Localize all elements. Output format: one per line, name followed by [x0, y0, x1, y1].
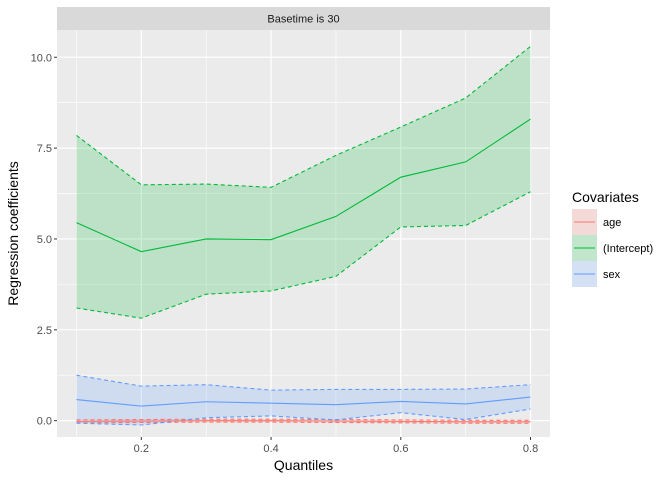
y-tick-label: 10.0 — [31, 52, 52, 64]
legend: Covariates age (Intercept) sex — [572, 189, 653, 287]
facet-strip — [57, 7, 550, 30]
y-tick-label: 7.5 — [37, 143, 52, 155]
x-axis: 0.2 0.4 0.6 0.8 — [134, 437, 538, 455]
line-intercept — [76, 118, 531, 253]
ribbon-sex — [76, 375, 531, 426]
minor-gridlines — [57, 30, 550, 437]
upper-bound-sex — [76, 374, 531, 391]
line-sex — [76, 396, 531, 407]
legend-title: Covariates — [572, 189, 639, 205]
series-lines — [76, 118, 531, 423]
upper-bound-intercept — [76, 45, 531, 188]
x-tick-label: 0.6 — [393, 443, 408, 455]
lower-bound-sex — [76, 408, 531, 426]
legend-label-intercept: (Intercept) — [603, 243, 653, 255]
y-tick-label: 0.0 — [37, 416, 52, 428]
facet-label: Basetime is 30 — [267, 14, 339, 26]
lower-bound-age — [76, 421, 531, 424]
x-axis-title: Quantiles — [274, 457, 333, 473]
x-tick-label: 0.2 — [134, 443, 149, 455]
y-axis: 0.0 2.5 5.0 7.5 10.0 — [31, 52, 57, 428]
confidence-bounds — [76, 45, 531, 426]
x-tick-label: 0.8 — [523, 443, 538, 455]
x-tick-label: 0.4 — [263, 443, 278, 455]
legend-label-age: age — [603, 217, 621, 229]
lower-bound-intercept — [76, 191, 531, 319]
y-axis-title: Regression coefficients — [5, 161, 21, 305]
ribbon-intercept — [76, 46, 531, 319]
y-tick-label: 2.5 — [37, 325, 52, 337]
line-age — [76, 420, 531, 423]
legend-label-sex: sex — [603, 269, 621, 281]
y-tick-label: 5.0 — [37, 234, 52, 246]
major-gridlines — [57, 30, 550, 437]
upper-bound-age — [76, 418, 531, 421]
plot-panel — [57, 30, 550, 437]
